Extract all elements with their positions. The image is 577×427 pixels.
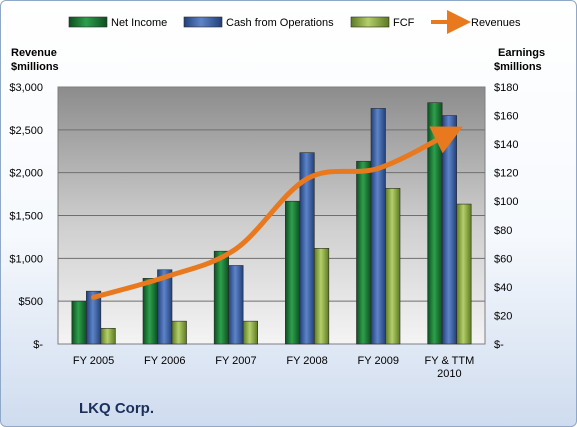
left-axis-title-line2: $millions xyxy=(11,61,59,73)
x-tick-label: FY 2005 xyxy=(73,355,114,367)
left-tick-label: $1,500 xyxy=(9,211,43,223)
x-tick-label: FY 2008 xyxy=(286,355,327,367)
right-tick-label: $160 xyxy=(494,111,518,123)
left-axis-title-line1: Revenue xyxy=(11,47,57,59)
legend-label-fcf: FCF xyxy=(393,17,415,29)
x-tick-label: FY 2007 xyxy=(215,355,256,367)
right-tick-label: $80 xyxy=(494,225,512,237)
x-tick-label: FY 2009 xyxy=(358,355,399,367)
bar-cash-from-operations xyxy=(157,269,173,345)
x-axis-ticks: FY 2005 FY 2006 FY 2007 FY 2008 FY 2009 FY & … xyxy=(73,355,474,380)
legend-label-revenues: Revenues xyxy=(471,17,521,29)
right-axis-title-line2: $millions xyxy=(494,61,542,73)
right-tick-label: $140 xyxy=(494,139,518,151)
left-tick-label: $3,000 xyxy=(9,82,43,94)
bar-net-income xyxy=(213,250,229,345)
bar-cash-from-operations xyxy=(86,290,102,345)
x-tick-label: FY 2006 xyxy=(144,355,185,367)
right-axis-ticks: $- $20 $40 $60 $80 $100 $120 $140 $160 $180 xyxy=(494,82,518,351)
bar-fcf xyxy=(314,248,330,345)
legend-label-net-income: Net Income xyxy=(111,17,167,29)
bar-fcf xyxy=(242,320,258,345)
x-tick-label: FY & TTM 2010 xyxy=(425,355,475,380)
legend-swatch-fcf xyxy=(350,16,390,28)
legend-swatch-cash-from-operations xyxy=(183,16,223,28)
bar-fcf xyxy=(171,320,187,345)
revenue-line-group xyxy=(91,126,463,300)
right-tick-label: $180 xyxy=(494,82,518,94)
bar-net-income xyxy=(285,200,301,345)
right-tick-label: $- xyxy=(494,339,504,351)
legend: Net Income Cash from Operations FCF Revenue… xyxy=(68,10,521,34)
right-tick-label: $20 xyxy=(494,310,512,322)
legend-label-cash-from-operations: Cash from Operations xyxy=(226,17,334,29)
right-axis-title-line1: Earnings xyxy=(498,47,545,59)
chart-title: LKQ Corp. xyxy=(79,400,154,417)
left-tick-label: $500 xyxy=(19,296,43,308)
right-tick-label: $120 xyxy=(494,168,518,180)
left-tick-label: $2,000 xyxy=(9,168,43,180)
bar-group xyxy=(71,102,472,345)
legend-swatch-net-income xyxy=(68,16,108,28)
left-tick-label: $1,000 xyxy=(9,253,43,265)
left-tick-label: $- xyxy=(33,339,43,351)
revenues-line xyxy=(91,126,463,300)
bar-net-income xyxy=(356,160,372,345)
bar-net-income xyxy=(71,300,87,345)
bar-fcf xyxy=(100,327,116,345)
left-axis-ticks: $- $500 $1,000 $1,500 $2,000 $2,500 $3,000 xyxy=(9,82,43,351)
bar-cash-from-operations xyxy=(370,108,386,345)
right-tick-label: $40 xyxy=(494,282,512,294)
right-tick-label: $60 xyxy=(494,253,512,265)
bar-net-income xyxy=(142,278,158,345)
bar-fcf xyxy=(385,188,401,345)
bar-fcf xyxy=(456,203,472,345)
gridlines xyxy=(58,129,485,302)
bar-cash-from-operations xyxy=(228,265,244,345)
bar-cash-from-operations xyxy=(441,115,457,345)
left-tick-label: $2,500 xyxy=(9,125,43,137)
right-tick-label: $100 xyxy=(494,196,518,208)
